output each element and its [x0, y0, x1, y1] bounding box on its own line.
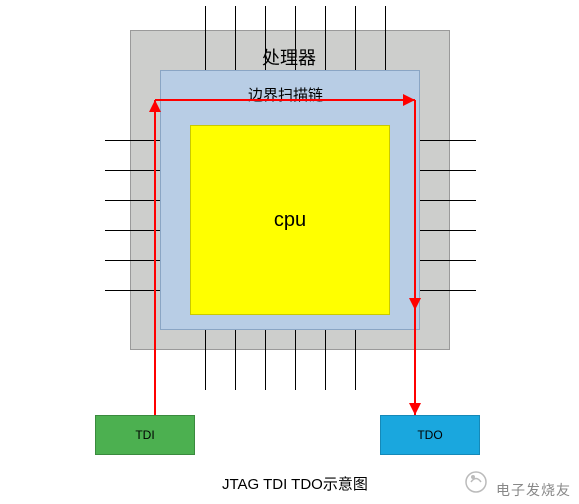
pin-line	[265, 330, 266, 390]
pin-line	[105, 200, 160, 201]
cpu-label: cpu	[274, 209, 306, 232]
diagram-canvas: cpu 处理器 边界扫描链 TDI TDO JTAG TDI TDO示意图 电子…	[0, 0, 579, 504]
pin-line	[420, 260, 476, 261]
pin-line	[105, 290, 160, 291]
pin-line	[105, 230, 160, 231]
pin-line	[420, 140, 476, 141]
pin-line	[355, 330, 356, 390]
tdi-label: TDI	[135, 428, 154, 442]
watermark-icon	[461, 467, 491, 502]
tdi-box: TDI	[95, 415, 195, 455]
pin-line	[265, 6, 266, 70]
pin-line	[105, 140, 160, 141]
processor-label: 处理器	[262, 44, 316, 70]
pin-line	[235, 6, 236, 70]
pin-line	[420, 290, 476, 291]
pin-line	[205, 330, 206, 390]
tdo-label: TDO	[417, 428, 442, 442]
pin-line	[420, 200, 476, 201]
pin-line	[385, 6, 386, 70]
pin-line	[105, 260, 160, 261]
pin-line	[205, 6, 206, 70]
pin-line	[235, 330, 236, 390]
pin-line	[325, 6, 326, 70]
pin-line	[295, 330, 296, 390]
pin-line	[105, 170, 160, 171]
pin-line	[355, 6, 356, 70]
watermark-text: 电子发烧友	[496, 480, 571, 500]
pin-line	[295, 6, 296, 70]
tdo-box: TDO	[380, 415, 480, 455]
pin-line	[420, 230, 476, 231]
scanchain-label: 边界扫描链	[248, 84, 323, 105]
pin-line	[420, 170, 476, 171]
caption: JTAG TDI TDO示意图	[222, 473, 368, 494]
pin-line	[325, 330, 326, 390]
cpu-box: cpu	[190, 125, 390, 315]
